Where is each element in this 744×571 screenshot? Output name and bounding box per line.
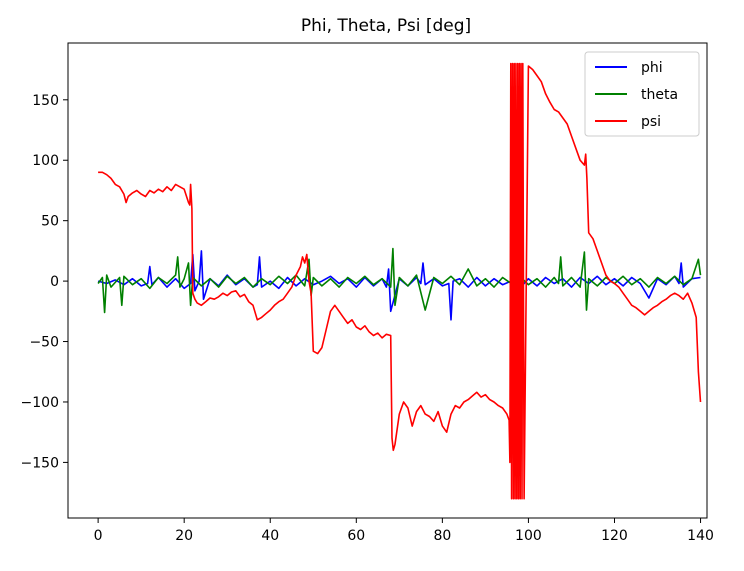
plot-frame bbox=[67, 42, 708, 519]
x-tick-label: 0 bbox=[94, 528, 103, 544]
x-tick-label: 80 bbox=[433, 528, 451, 544]
y-axis: −150 −100 −50 0 50 100 150 bbox=[21, 93, 68, 471]
series-layer bbox=[97, 62, 702, 500]
y-tick-label: 0 bbox=[50, 274, 59, 290]
series-line-phi bbox=[97, 250, 701, 321]
legend-label-psi: psi bbox=[641, 114, 661, 130]
series-line-theta bbox=[97, 247, 702, 314]
y-tick-label: 150 bbox=[32, 93, 59, 109]
legend-label-theta: theta bbox=[641, 87, 678, 103]
x-tick-label: 140 bbox=[687, 528, 714, 544]
legend-box bbox=[584, 51, 700, 137]
x-tick-label: 100 bbox=[515, 528, 542, 544]
y-tick-label: 50 bbox=[41, 214, 59, 230]
x-tick-label: 40 bbox=[261, 528, 279, 544]
y-tick-label: −50 bbox=[29, 335, 59, 351]
y-tick-label: 100 bbox=[32, 153, 59, 169]
series-line-psi bbox=[98, 62, 702, 500]
x-tick-label: 60 bbox=[347, 528, 365, 544]
legend: phi theta psi bbox=[584, 51, 700, 137]
legend-label-phi: phi bbox=[641, 60, 663, 76]
y-tick-label: −100 bbox=[21, 395, 59, 411]
chart-title: Phi, Theta, Psi [deg] bbox=[301, 16, 471, 36]
x-tick-label: 20 bbox=[175, 528, 193, 544]
x-tick-label: 120 bbox=[601, 528, 628, 544]
x-axis: 0 20 40 60 80 100 120 140 bbox=[94, 518, 714, 544]
y-tick-label: −150 bbox=[21, 455, 59, 471]
